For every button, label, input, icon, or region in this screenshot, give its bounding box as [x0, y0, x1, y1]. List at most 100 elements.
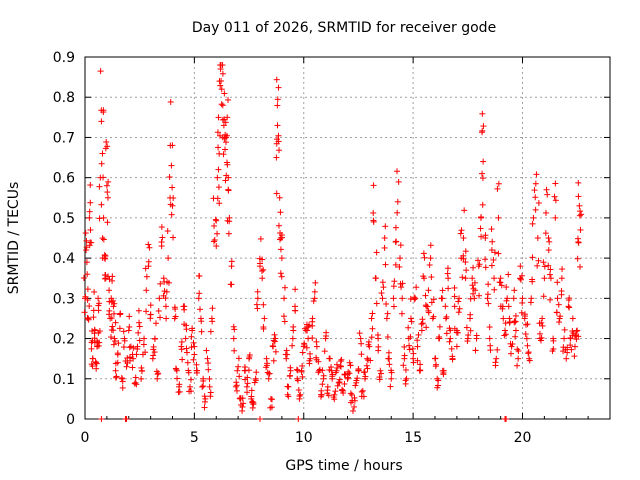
data-point [533, 171, 540, 178]
data-point [311, 288, 318, 295]
data-point [250, 401, 257, 408]
data-point [448, 345, 455, 352]
data-point [565, 303, 572, 310]
data-point [83, 247, 90, 254]
data-point [275, 132, 282, 139]
data-point [315, 369, 322, 376]
data-point [382, 223, 389, 230]
data-point [163, 315, 170, 322]
data-point [503, 284, 510, 291]
data-point [472, 287, 479, 294]
data-point [218, 77, 225, 84]
data-point [112, 319, 119, 326]
data-point [522, 321, 529, 328]
data-point [164, 228, 171, 235]
data-point [438, 295, 445, 302]
data-point [575, 193, 582, 200]
data-point [538, 319, 545, 326]
data-point [167, 98, 174, 105]
data-point [172, 313, 179, 320]
data-point [95, 302, 102, 309]
data-point [385, 355, 392, 362]
data-point [442, 303, 449, 310]
data-point [248, 393, 255, 400]
data-point [168, 162, 175, 169]
data-point [280, 313, 287, 320]
data-point [306, 322, 313, 329]
data-point [204, 355, 211, 362]
data-point [549, 348, 556, 355]
data-point [213, 217, 220, 224]
data-point [184, 359, 191, 366]
data-point [451, 284, 458, 291]
data-point [105, 178, 112, 185]
data-point [340, 390, 347, 397]
data-point [169, 184, 176, 191]
data-point [162, 303, 169, 310]
data-point [224, 161, 231, 168]
data-point [535, 257, 542, 264]
data-point [130, 344, 137, 351]
data-point [467, 311, 474, 318]
data-point [526, 357, 533, 364]
data-point [525, 349, 532, 356]
data-point [248, 387, 255, 394]
data-point [479, 127, 486, 134]
data-point [347, 362, 354, 369]
data-point [547, 266, 554, 273]
data-point [463, 267, 470, 274]
y-tick-label: 0.1 [53, 372, 75, 388]
data-point [414, 343, 421, 350]
y-tick-label: 0 [66, 412, 75, 428]
data-point [381, 235, 388, 241]
data-point [273, 190, 280, 197]
data-point [100, 174, 107, 181]
data-point [454, 329, 461, 336]
data-point [284, 391, 291, 398]
data-point [364, 365, 371, 372]
data-point [394, 168, 401, 175]
data-point [312, 279, 319, 286]
data-point [133, 381, 140, 388]
data-point [335, 379, 342, 386]
data-point [353, 377, 360, 384]
data-point [187, 376, 194, 383]
data-point [397, 242, 404, 249]
data-point [544, 191, 551, 198]
y-tick-label: 0.6 [53, 171, 75, 187]
data-point [287, 372, 294, 379]
data-point [115, 340, 122, 347]
data-point [517, 263, 524, 270]
data-point [407, 315, 414, 322]
data-point [543, 186, 550, 193]
data-point [402, 380, 409, 387]
data-point [471, 279, 478, 286]
data-point [505, 271, 512, 278]
data-point [294, 377, 301, 384]
data-point [260, 266, 267, 273]
data-point [81, 309, 88, 316]
data-point [215, 144, 222, 151]
data-point [84, 286, 91, 293]
data-point [132, 374, 139, 381]
data-point [104, 219, 111, 226]
data-point [346, 370, 353, 377]
data-point [132, 379, 139, 386]
data-point [495, 214, 502, 221]
data-point [473, 332, 480, 339]
data-point [511, 319, 518, 326]
data-point [572, 343, 578, 350]
data-point [380, 284, 387, 291]
data-point [349, 407, 356, 414]
data-point [318, 393, 325, 400]
data-point [249, 398, 256, 405]
data-point [98, 160, 105, 167]
data-point [508, 343, 515, 350]
data-point [135, 307, 142, 314]
data-point [541, 263, 548, 270]
data-point [169, 202, 176, 209]
data-point [110, 297, 117, 304]
data-point [578, 211, 585, 218]
data-point [170, 195, 177, 202]
data-point [190, 339, 197, 346]
